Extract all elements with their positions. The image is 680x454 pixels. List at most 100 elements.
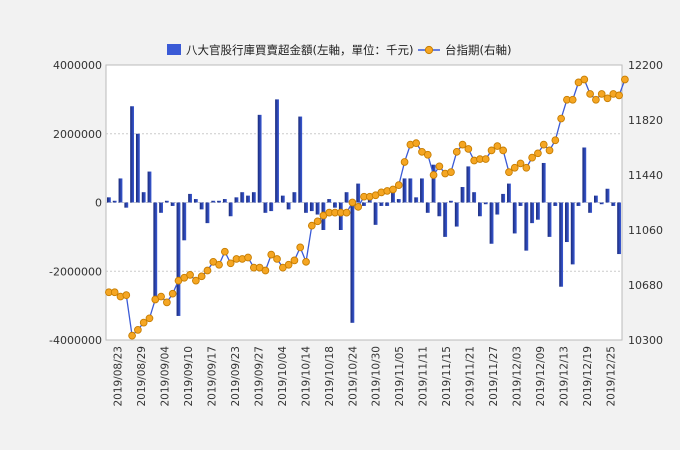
line-point: [621, 75, 629, 84]
line-point: [168, 289, 177, 298]
line-point: [354, 202, 363, 211]
x-axis: 2019/08/23 2019/08/29 2019/09/04 2019/09/10…: [113, 346, 618, 407]
line-point: [597, 90, 606, 98]
bar: [483, 202, 488, 205]
x-axis-tick-label: 2019/09/10: [183, 346, 195, 407]
bar: [431, 164, 436, 203]
line-point: [203, 266, 212, 275]
line-point: [221, 247, 229, 256]
line-point: [557, 114, 565, 123]
bar: [141, 192, 146, 203]
left-axis-tick-label: -2000000: [49, 265, 102, 278]
x-axis-tick-label: 2019/11/05: [394, 346, 406, 407]
bar: [437, 202, 442, 217]
bar: [106, 197, 111, 203]
bar: [350, 202, 355, 323]
bar: [170, 202, 175, 206]
x-axis-tick-label: 2019/12/19: [582, 346, 594, 407]
bar: [153, 202, 158, 299]
line-point: [226, 259, 235, 268]
line-point: [580, 75, 589, 84]
bar: [205, 202, 210, 224]
bar: [605, 188, 610, 203]
line-point: [464, 145, 473, 153]
right-axis-tick-label: 12200: [628, 59, 663, 72]
left-axis-tick-label: 4000000: [53, 59, 102, 72]
x-axis-tick-label: 2019/11/11: [418, 346, 430, 407]
x-axis-tick-label: 2019/11/15: [441, 346, 453, 407]
line-point: [481, 155, 490, 163]
line-point: [435, 162, 444, 171]
line-point: [296, 243, 305, 252]
line-point: [186, 271, 194, 279]
line-point: [128, 331, 136, 340]
line-point: [412, 139, 421, 148]
bar: [234, 197, 239, 203]
bar: [257, 114, 262, 203]
line-point: [423, 150, 432, 159]
right-axis: 12200 11820 11440 11060 10680 10300: [628, 59, 663, 347]
bar: [199, 202, 204, 210]
bar: [570, 202, 575, 265]
line-point: [615, 91, 623, 100]
bar: [269, 202, 274, 212]
line-point: [389, 185, 397, 194]
bar: [518, 202, 523, 206]
line-point: [429, 171, 438, 179]
bar: [466, 166, 471, 203]
bar: [124, 202, 129, 208]
x-axis-tick-label: 2019/08/23: [113, 346, 125, 407]
line-point: [139, 318, 148, 327]
bar: [594, 195, 598, 203]
bar: [193, 199, 198, 203]
bar: [541, 162, 546, 203]
bar: [130, 106, 135, 203]
left-axis-tick-label: 0: [95, 197, 102, 210]
left-axis-tick-label: 2000000: [53, 128, 102, 141]
bar: [611, 202, 616, 206]
bar: [478, 202, 482, 217]
right-axis-tick-label: 10300: [628, 334, 663, 347]
bar: [176, 202, 181, 316]
line-point: [452, 147, 461, 156]
line-point: [145, 314, 154, 323]
left-axis-tick-label: -4000000: [49, 334, 102, 347]
x-axis-tick-label: 2019/10/18: [324, 346, 336, 407]
x-axis-tick-label: 2019/10/24: [347, 346, 359, 407]
line-point: [551, 136, 560, 145]
right-axis-tick-label: 10680: [628, 279, 663, 292]
line-point: [348, 198, 357, 207]
line-point: [342, 208, 351, 217]
line-point: [394, 181, 403, 189]
bar: [315, 202, 320, 215]
x-axis-tick-label: 2019/09/23: [230, 346, 242, 407]
line-point: [313, 217, 322, 226]
bar: [309, 202, 314, 212]
legend-bar-swatch: [167, 44, 181, 55]
line-point: [586, 90, 594, 98]
x-axis-tick-label: 2019/11/27: [488, 346, 500, 407]
line-point: [505, 168, 513, 176]
line-point: [267, 250, 276, 259]
bar: [553, 202, 558, 206]
bar: [164, 200, 169, 203]
left-axis: 4000000 2000000 0 -2000000 -4000000: [49, 59, 102, 347]
x-axis-tick-label: 2019/12/09: [535, 346, 547, 407]
bar: [327, 199, 332, 203]
bar: [507, 183, 511, 203]
bar: [495, 202, 500, 215]
bar: [263, 202, 268, 213]
bar: [211, 200, 216, 203]
line-point: [539, 140, 548, 149]
line-point: [545, 146, 554, 155]
line-point: [284, 260, 293, 269]
bar: [402, 178, 407, 203]
bar: [356, 183, 361, 203]
bar: [373, 202, 378, 225]
line-point: [568, 95, 577, 104]
bar: [333, 202, 337, 208]
bar: [599, 202, 604, 205]
line-point: [157, 292, 165, 301]
